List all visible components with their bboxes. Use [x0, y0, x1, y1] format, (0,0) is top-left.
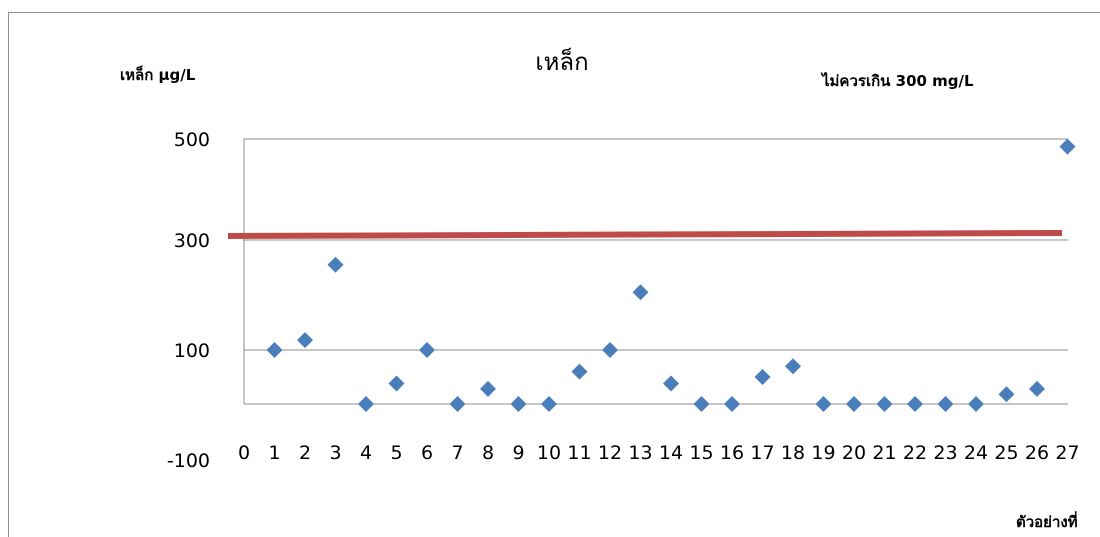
- x-tick-label: 17: [750, 442, 774, 464]
- y-axis-label: เหล็ก µg/L: [120, 65, 196, 84]
- y-tick-label: 300: [174, 230, 210, 252]
- data-point: [449, 396, 466, 412]
- x-tick-label: 1: [268, 442, 280, 464]
- data-point: [998, 386, 1015, 403]
- x-tick-label: 21: [872, 442, 896, 464]
- x-axis-label: ตัวอย่างที่: [1016, 511, 1078, 531]
- chart-frame: [8, 12, 1100, 537]
- x-tick-label: 18: [781, 442, 805, 464]
- x-tick-label: 27: [1055, 442, 1079, 464]
- chart-title: เหล็ก: [535, 47, 588, 76]
- data-point: [1029, 380, 1045, 397]
- data-point: [663, 375, 679, 392]
- x-tick-label: 10: [537, 442, 561, 464]
- data-point: [937, 396, 954, 412]
- data-point: [388, 375, 405, 392]
- x-tick-label: 26: [1025, 442, 1049, 464]
- data-point: [510, 396, 527, 412]
- data-point: [815, 396, 832, 412]
- x-tick-label: 19: [811, 442, 835, 464]
- y-tick-label: -100: [167, 450, 210, 472]
- data-point: [419, 342, 435, 358]
- data-point: [266, 342, 283, 358]
- data-point: [358, 396, 374, 412]
- data-point: [876, 396, 893, 412]
- x-tick-label: 25: [994, 442, 1018, 464]
- limit-line: [227, 230, 1063, 239]
- x-tick-label: 15: [689, 442, 713, 464]
- x-tick-label: 24: [964, 442, 988, 464]
- x-tick-label: 16: [720, 442, 744, 464]
- x-tick-label: 8: [482, 442, 494, 464]
- data-point: [480, 380, 496, 397]
- x-tick-label: 12: [598, 442, 622, 464]
- x-tick-label: 9: [512, 442, 524, 464]
- data-point: [297, 332, 313, 349]
- x-tick-label: 6: [421, 442, 433, 464]
- data-point: [693, 396, 710, 412]
- data-point: [968, 396, 984, 412]
- x-tick-label: 11: [567, 442, 591, 464]
- x-tick-label: 23: [933, 442, 957, 464]
- x-tick-label: 4: [360, 442, 372, 464]
- limit-annotation: ไม่ควรเกิน 300 mg/L: [820, 71, 974, 90]
- x-tick-label: 14: [659, 442, 683, 464]
- x-tick-label: 13: [628, 442, 652, 464]
- data-point: [541, 396, 557, 412]
- x-tick-label: 7: [451, 442, 463, 464]
- data-point: [571, 363, 588, 380]
- x-tick-label: 3: [329, 442, 341, 464]
- x-tick-label: 5: [390, 442, 402, 464]
- data-point: [1059, 138, 1076, 155]
- data-point: [632, 284, 649, 301]
- x-tick-label: 2: [299, 442, 311, 464]
- data-point: [907, 396, 923, 412]
- data-point: [327, 256, 344, 273]
- data-point: [785, 358, 801, 375]
- data-point: [754, 369, 771, 385]
- x-tick-label: 22: [903, 442, 927, 464]
- y-tick-label: 100: [174, 340, 210, 362]
- data-point: [846, 396, 862, 412]
- y-tick-label: 500: [174, 129, 210, 151]
- x-tick-label: 0: [238, 442, 250, 464]
- x-tick-label: 20: [842, 442, 866, 464]
- data-point: [724, 396, 740, 412]
- data-point: [602, 342, 618, 358]
